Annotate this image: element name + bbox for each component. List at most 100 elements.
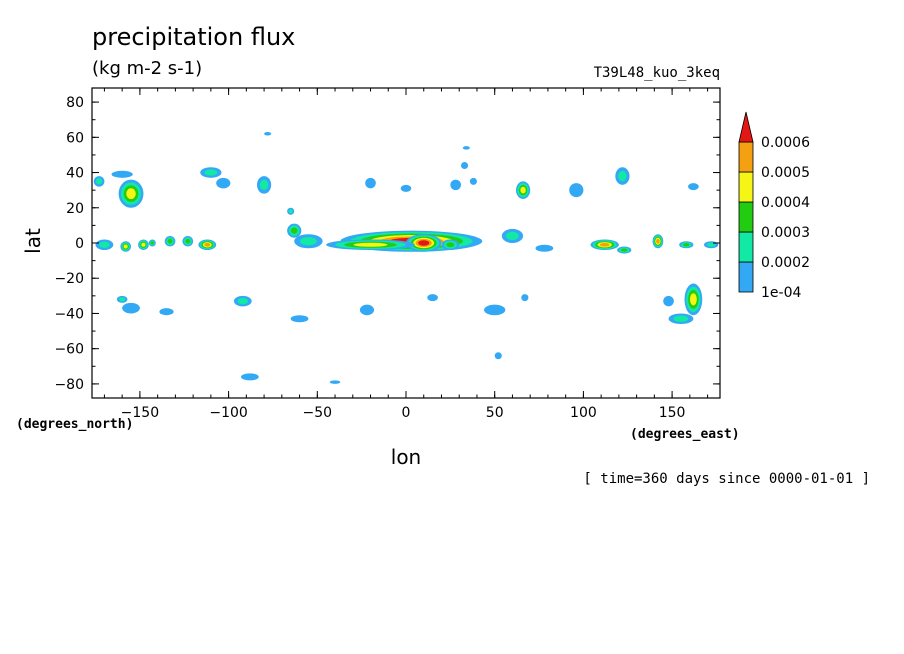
contour-level-3 [150,241,154,245]
contour-blob-44 [521,294,529,302]
contour-level-1 [460,161,469,170]
contour-blob-20 [365,177,376,189]
legend-swatch [738,141,754,173]
contour-level-4 [141,242,146,247]
y-tick-label: −20 [54,271,84,287]
contour-level-1 [462,146,470,150]
chart-title: precipitation flux [92,23,295,51]
contour-level-4 [123,244,128,249]
contour-level-2 [673,315,689,322]
contour-blob-48 [241,373,259,381]
time-note: [ time=360 days since 0000-01-01 ] [583,471,870,487]
legend-label: 0.0003 [761,225,810,241]
contour-blob-8 [93,176,105,187]
contour-blob-5 [441,239,460,251]
contour-level-4 [353,242,388,247]
legend-label: 0.0006 [761,135,810,151]
color-legend: 1e-04 0.0002 0.0003 0.0004 0.0005 0.0006 [738,111,810,301]
contour-level-2 [259,179,269,191]
contour-level-1 [241,373,259,381]
contour-blob-25 [515,181,531,199]
contour-blob-18 [256,176,272,194]
contour-blob-42 [427,294,438,302]
contour-level-1 [216,177,231,189]
contour-blob-31 [615,167,630,185]
contour-level-1 [663,295,674,307]
contour-level-2 [237,298,249,305]
contour-level-1 [521,294,529,302]
x-tick-label: −50 [303,405,333,421]
contour-level-2 [119,297,126,302]
contour-blob-46 [668,313,694,325]
contour-blob-2 [326,239,415,251]
contour-blob-6 [118,179,144,208]
contour-level-1 [494,352,502,360]
y-tick-label: 80 [66,95,84,111]
contour-blob-3 [294,234,323,249]
contour-level-1 [688,183,699,191]
contour-blob-43 [484,304,506,316]
x-tick-label: 50 [486,405,504,421]
contour-level-4 [126,188,136,200]
contour-blob-23 [469,177,477,185]
contour-level-5 [656,238,660,244]
contour-level-1 [450,179,461,191]
contour-level-4 [689,293,697,306]
contour-blob-26 [501,228,524,243]
contour-level-1 [359,304,375,316]
contour-level-2 [99,241,110,248]
chart-subtitle: (kg m-2 s-1) [92,58,202,79]
contour-blob-11 [148,239,156,247]
contour-level-3 [167,238,173,244]
contour-blob-45 [684,283,703,316]
contour-blob-19 [287,207,295,215]
legend-label: 1e-04 [761,285,801,301]
contour-blob-49 [329,380,341,384]
contour-blob-37 [116,295,128,303]
contour-blob-7 [111,170,133,178]
contour-level-2 [618,170,627,182]
y-unit-label: (degrees_north) [16,417,133,432]
contour-blob-39 [233,295,252,307]
contour-level-2 [300,237,317,246]
contour-level-1 [290,315,309,323]
contour-blob-17 [216,177,231,189]
contour-level-1 [484,304,506,316]
y-tick-label: −60 [54,342,84,358]
contour-blob-41 [359,304,375,316]
x-tick-label: 100 [570,405,597,421]
contour-blob-24 [460,161,469,170]
contour-level-2 [95,178,103,185]
run-label: T39L48_kuo_3keq [594,65,720,81]
legend-swatch [738,231,754,263]
contour-blob-4 [287,223,302,238]
y-tick-label: 20 [66,201,84,217]
contour-level-5 [599,242,610,247]
contour-blob-51 [264,132,272,136]
legend-label: 0.0004 [761,195,810,211]
contour-blob-47 [663,295,674,307]
x-tick-label: −150 [121,405,159,421]
contour-level-1 [122,302,140,314]
contour-blob-32 [652,234,664,249]
contour-blob-28 [569,183,584,198]
contour-level-1 [159,308,174,316]
contour-blob-10 [138,239,149,251]
x-unit-label: (degrees_east) [630,427,740,442]
y-axis-label: lat [21,228,45,254]
contour-level-1 [569,183,584,198]
legend-overflow-triangle [738,111,754,143]
contour-level-1 [365,177,376,189]
y-axis: −80 −60 −40 −20 0 20 40 60 80 [54,95,720,393]
legend-swatch [738,201,754,233]
contour-blob-40 [290,315,309,323]
contour-fields [93,132,719,384]
contour-level-2 [288,209,293,214]
y-tick-label: −40 [54,306,84,322]
contour-level-2 [506,231,519,241]
contour-level-1 [400,184,412,192]
contour-blob-1 [406,234,442,252]
legend-label: 0.0005 [761,165,810,181]
y-tick-label: 0 [75,236,84,252]
